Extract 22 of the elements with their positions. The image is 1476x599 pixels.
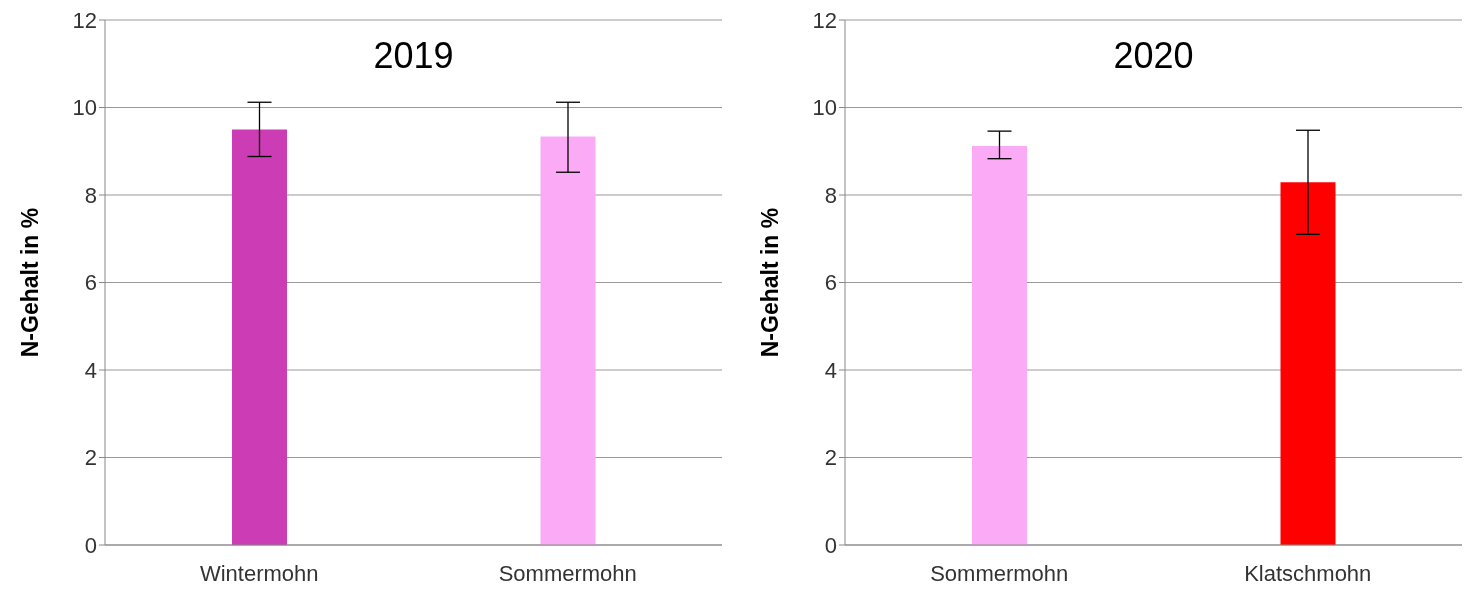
chart-title: 2020 (1112, 35, 1195, 77)
y-tick-label: 12 (72, 7, 97, 33)
y-tick-label: 6 (84, 270, 97, 296)
y-tick-label: 4 (84, 357, 97, 383)
y-axis-title: N-Gehalt in % (757, 207, 784, 358)
y-tick-label: 10 (812, 95, 837, 121)
x-tick-label: Sommermohn (498, 560, 637, 586)
y-tick-label: 10 (72, 95, 97, 121)
y-tick-label: 12 (812, 7, 837, 33)
y-tick-label: 2 (824, 445, 837, 471)
x-tick-label: Wintermohn (199, 560, 319, 586)
x-tick-label: Klatschmohn (1244, 560, 1372, 586)
y-tick-label: 8 (824, 182, 837, 208)
y-tick-label: 0 (824, 532, 837, 558)
y-axis-title: N-Gehalt in % (17, 207, 44, 358)
y-tick-label: 4 (824, 357, 837, 383)
x-tick-label: Sommermohn (930, 560, 1069, 586)
y-tick-label: 2 (84, 445, 97, 471)
chart-title: 2019 (372, 35, 455, 77)
y-tick-label: 6 (824, 270, 837, 296)
y-tick-label: 8 (84, 182, 97, 208)
y-tick-label: 0 (84, 532, 97, 558)
